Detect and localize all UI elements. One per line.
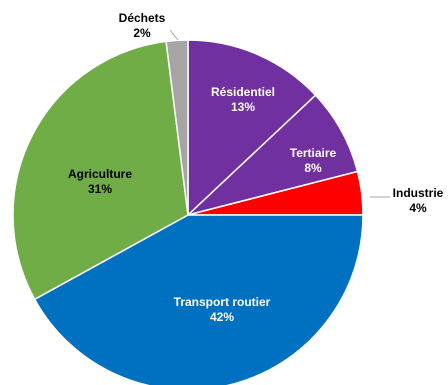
slice-label-residentiel: Résidentiel [211, 85, 275, 99]
slice-label-transport-routier: Transport routier [174, 295, 271, 309]
slice-value-dechets: 2% [133, 26, 151, 40]
pie-slice-residentiel [187, 39, 317, 217]
pie-slice-dechets [165, 39, 189, 216]
slice-label-agriculture: Agriculture [68, 167, 132, 181]
slice-value-industrie: 4% [409, 201, 427, 215]
pie-slice-agriculture [12, 40, 189, 301]
slice-value-agriculture: 31% [88, 182, 112, 196]
leader-line-dechets [169, 29, 179, 41]
pie-slice-transport-routier [33, 214, 364, 385]
slice-value-transport-routier: 42% [210, 310, 234, 324]
slice-label-dechets: Déchets [119, 11, 166, 25]
slice-label-industrie: Industrie [393, 186, 444, 200]
slice-label-tertiaire: Tertiaire [290, 146, 337, 160]
slice-value-tertiaire: 8% [304, 161, 322, 175]
slice-value-residentiel: 13% [231, 100, 255, 114]
